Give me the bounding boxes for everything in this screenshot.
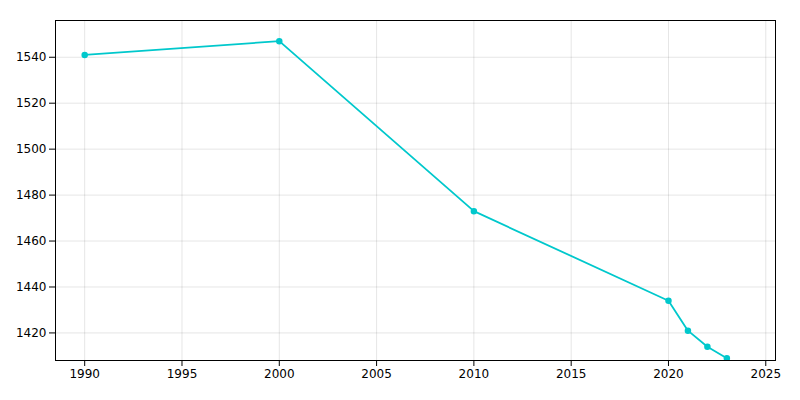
svg-text:2025: 2025 [750,367,781,381]
svg-text:1460: 1460 [16,234,47,248]
svg-text:1440: 1440 [16,280,47,294]
svg-text:2010: 2010 [459,367,490,381]
svg-text:1990: 1990 [69,367,100,381]
svg-text:1480: 1480 [16,188,47,202]
svg-text:2020: 2020 [653,367,684,381]
svg-text:2005: 2005 [361,367,392,381]
svg-text:1520: 1520 [16,96,47,110]
svg-text:1420: 1420 [16,326,47,340]
svg-text:2015: 2015 [556,367,587,381]
svg-text:1995: 1995 [167,367,198,381]
svg-text:1500: 1500 [16,142,47,156]
svg-text:2000: 2000 [264,367,295,381]
svg-text:1540: 1540 [16,50,47,64]
